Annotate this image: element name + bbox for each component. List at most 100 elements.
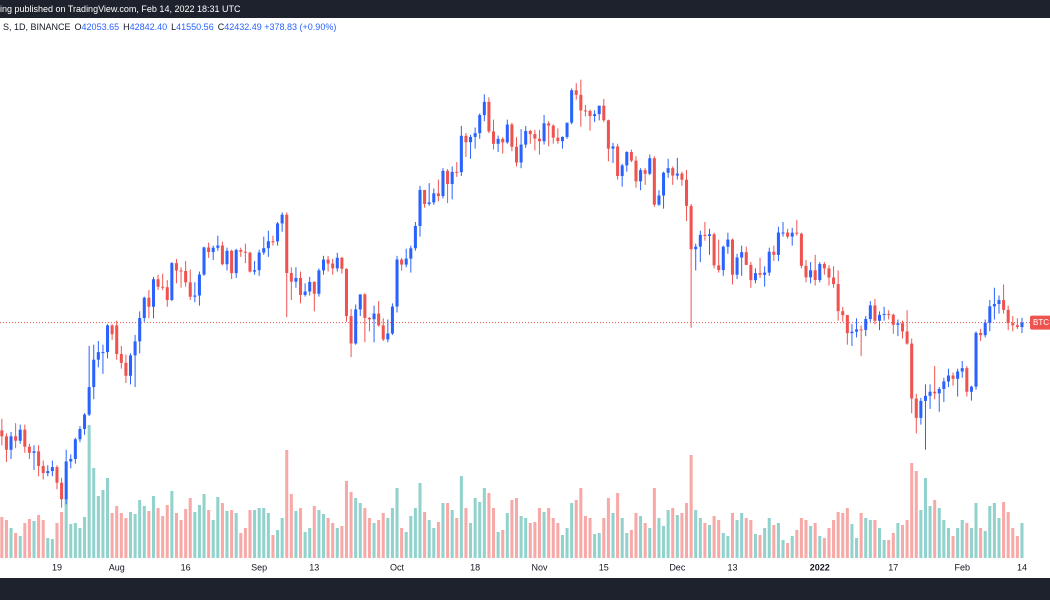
volume-bar [312,506,316,558]
candle-body [832,277,836,285]
candle-body [211,247,215,253]
candle-body [151,279,155,307]
candle-body [156,279,160,287]
volume-bar [524,518,528,558]
candle-body [482,101,486,116]
volume-bar [763,528,767,558]
volume-bar [427,520,431,558]
x-tick-label: Aug [109,562,125,572]
candle-body [165,287,169,300]
volume-bar [740,513,744,558]
candle-body [850,331,854,334]
candle-body [639,170,643,182]
candle-body [487,101,491,132]
candle-body [878,314,882,321]
candle-body [625,152,629,166]
candle-body [988,306,992,323]
candle-body [73,439,77,459]
x-tick-label: 17 [888,562,898,572]
candle-body [997,300,1001,305]
candle-body [960,368,964,372]
candle-body [294,277,298,282]
candle-body [1002,300,1006,310]
volume-bar [266,513,270,558]
volume-bar [285,450,289,558]
candle-body [767,251,771,273]
ohlc-key: H [123,22,130,32]
volume-bar [60,512,64,558]
candle-body [115,325,119,355]
candle-body [942,381,946,389]
candle-body [106,325,110,353]
ohlc-value: 41550.56 [176,22,214,32]
volume-bar [956,528,960,558]
volume-bar [551,518,555,558]
candle-body [303,291,307,295]
volume-bar [487,493,491,558]
volume-bar [363,508,367,558]
volume-bar [887,540,891,558]
volume-bar [418,483,422,558]
candle-body [974,332,978,387]
publish-text: ing published on TradingView.com, Feb 14… [0,4,241,14]
volume-bar [933,500,937,558]
volume-bar [864,518,868,558]
volume-bar [207,510,211,558]
candle-body [689,205,693,250]
candle-body [597,105,601,115]
candle-body [744,252,748,265]
candle-body [951,375,955,379]
volume-bar [657,518,661,558]
candle-body [786,232,790,237]
candle-body [469,136,473,143]
candle-body [726,239,730,247]
volume-bar [974,503,978,558]
volume-bar [832,520,836,558]
volume-bar [276,530,280,558]
ohlc-key: O [74,22,82,32]
volume-bar [588,518,592,558]
candle-body [928,391,932,396]
volume-bar [910,463,914,558]
volume-bar [395,488,399,558]
candle-body [910,343,914,399]
candle-body [528,130,532,135]
volume-bar [721,533,725,558]
candle-body [914,398,918,418]
candle-body [841,311,845,316]
volume-bar [611,513,615,558]
candle-body [14,436,18,441]
candle-body [537,138,541,142]
volume-bar [501,530,505,558]
volume-bar [446,503,450,558]
volume-bar [873,520,877,558]
volume-bar [253,510,257,558]
volume-bar [18,536,22,558]
volume-bar [680,513,684,558]
volume-bar [528,523,532,558]
volume-bar [124,518,128,558]
candle-body [207,247,211,253]
candle-body [969,386,973,392]
candle-body [248,252,252,272]
candle-body [611,146,615,149]
volume-bar [694,510,698,558]
candle-body [216,245,220,248]
candle-body [514,146,519,163]
volume-bar [450,510,454,558]
volume-bar [781,540,785,558]
volume-bar [289,494,293,558]
volume-bar [96,496,100,558]
candle-body [78,428,82,440]
candle-body [900,323,905,332]
candle-body [707,234,712,236]
x-tick-label: 13 [727,562,737,572]
candle-body [570,90,574,123]
candle-body [27,446,31,453]
candle-body [142,297,146,318]
candle-body [473,133,477,137]
candle-body [266,241,270,249]
volume-bar [942,520,946,558]
volume-bar [156,508,160,558]
volume-bar [390,508,394,558]
